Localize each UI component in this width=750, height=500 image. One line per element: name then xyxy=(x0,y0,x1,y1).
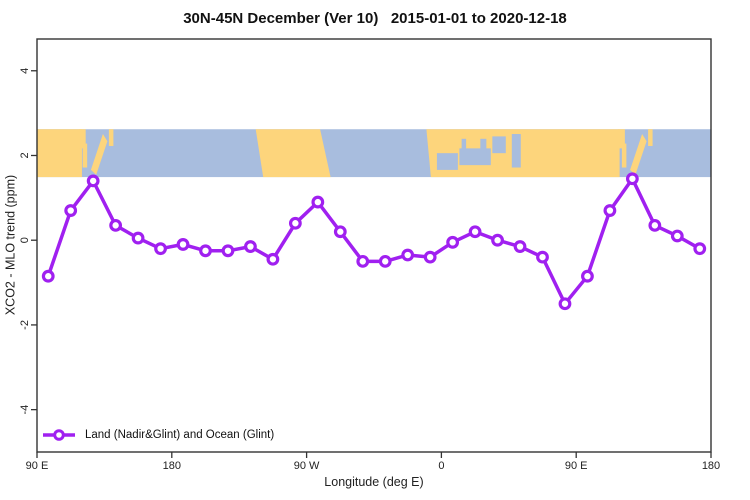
data-point xyxy=(491,233,504,247)
x-tick-label: 0 xyxy=(438,460,444,472)
data-point xyxy=(311,195,325,209)
data-point xyxy=(199,244,212,258)
x-tick-label: 180 xyxy=(163,460,181,472)
data-point xyxy=(446,235,460,249)
data-point xyxy=(536,250,549,264)
data-point xyxy=(513,240,527,253)
y-tick-label: 0 xyxy=(19,237,31,243)
data-point xyxy=(558,297,572,311)
data-point xyxy=(468,225,482,239)
map-band-sea-patch xyxy=(461,138,467,151)
map-band-sea-patch xyxy=(492,136,506,154)
data-point xyxy=(401,248,415,262)
data-point xyxy=(244,240,257,253)
data-point xyxy=(670,229,684,243)
data-point xyxy=(603,204,617,217)
map-band-land xyxy=(630,134,647,175)
legend-label: Land (Nadir&Glint) and Ocean (Glint) xyxy=(85,429,275,441)
x-tick-label: 90 W xyxy=(294,460,320,472)
y-tick-label: 2 xyxy=(19,152,31,158)
data-point xyxy=(64,204,78,217)
y-axis-title: XCO2 - MLO trend (ppm) xyxy=(3,174,18,316)
map-band-sea-patch xyxy=(436,153,458,170)
map-band-land xyxy=(621,143,627,168)
map-band-land xyxy=(37,129,82,178)
legend-marker-icon xyxy=(43,429,75,441)
y-tick-label: -4 xyxy=(19,405,31,415)
legend: Land (Nadir&Glint) and Ocean (Glint) xyxy=(42,428,274,442)
x-axis-title: Longitude (deg E) xyxy=(324,475,424,489)
data-point xyxy=(221,244,235,258)
map-band-land xyxy=(618,129,625,149)
data-point xyxy=(378,254,392,268)
chart-title: 30N-45N December (Ver 10) 2015-01-01 to … xyxy=(183,10,567,27)
data-point xyxy=(581,269,594,283)
map-band-land xyxy=(648,129,653,146)
data-point xyxy=(648,218,662,232)
data-point xyxy=(131,231,145,245)
data-point xyxy=(41,269,55,283)
data-point xyxy=(86,174,100,188)
plot-frame xyxy=(36,38,712,453)
data-point xyxy=(423,250,437,264)
data-point xyxy=(288,216,302,230)
x-tick-label: 90 E xyxy=(26,460,49,472)
map-band-land xyxy=(78,129,86,149)
data-point xyxy=(693,242,707,256)
data-point xyxy=(154,242,167,256)
data-point xyxy=(333,225,347,239)
x-tick-label: 90 E xyxy=(565,460,588,472)
map-band-land xyxy=(255,129,331,178)
y-tick-label: 4 xyxy=(19,68,31,74)
map-band-sea-patch xyxy=(480,138,487,154)
data-line xyxy=(46,177,702,306)
map-band-sea-patch xyxy=(511,134,521,168)
map-band-land xyxy=(426,129,620,178)
data-point xyxy=(356,254,370,268)
map-band-land xyxy=(108,129,114,146)
y-tick-label: -2 xyxy=(19,320,31,330)
x-tick-label: 180 xyxy=(702,460,720,472)
map-band-land xyxy=(90,134,108,175)
data-point xyxy=(625,172,639,186)
data-point xyxy=(266,252,280,266)
map-band-land xyxy=(82,143,88,168)
data-point xyxy=(176,238,190,251)
data-point xyxy=(109,218,123,232)
